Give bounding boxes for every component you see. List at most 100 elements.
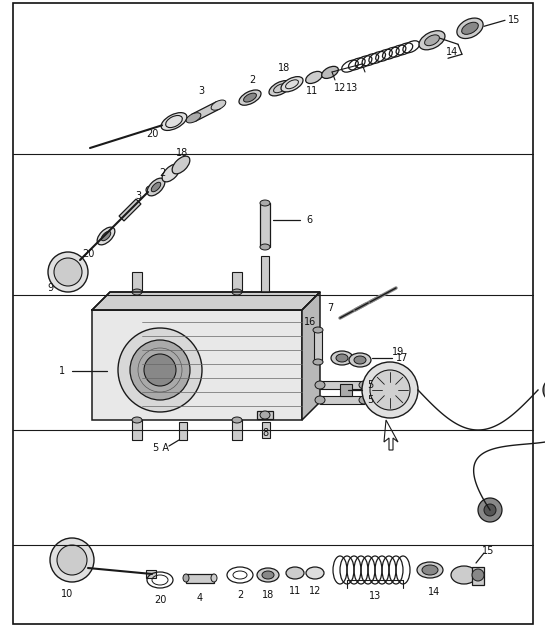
Ellipse shape bbox=[281, 77, 303, 92]
Bar bbox=[92, 310, 302, 420]
Ellipse shape bbox=[183, 574, 189, 582]
Circle shape bbox=[478, 498, 502, 522]
Circle shape bbox=[50, 538, 94, 582]
Bar bbox=[232, 272, 242, 292]
Text: 20: 20 bbox=[82, 249, 94, 259]
Bar bbox=[179, 422, 187, 440]
Text: 8: 8 bbox=[262, 428, 268, 438]
Circle shape bbox=[130, 340, 190, 400]
Text: 15: 15 bbox=[482, 546, 494, 556]
Text: 12: 12 bbox=[334, 84, 346, 94]
Bar bbox=[261, 256, 269, 292]
Circle shape bbox=[146, 186, 154, 194]
Ellipse shape bbox=[152, 182, 161, 192]
Bar bbox=[320, 396, 364, 404]
Ellipse shape bbox=[232, 417, 242, 423]
Text: 19: 19 bbox=[392, 347, 404, 357]
Circle shape bbox=[472, 569, 484, 581]
Ellipse shape bbox=[239, 90, 261, 106]
Text: 10: 10 bbox=[61, 589, 73, 599]
Ellipse shape bbox=[336, 354, 348, 362]
Text: 14: 14 bbox=[428, 587, 440, 597]
Ellipse shape bbox=[244, 93, 257, 102]
Text: 15: 15 bbox=[508, 15, 520, 25]
Ellipse shape bbox=[161, 112, 187, 131]
Ellipse shape bbox=[232, 289, 242, 295]
Ellipse shape bbox=[147, 178, 165, 196]
Bar bbox=[186, 574, 214, 583]
Circle shape bbox=[484, 504, 496, 516]
Polygon shape bbox=[119, 199, 141, 221]
Text: 2: 2 bbox=[237, 590, 243, 600]
Text: 5: 5 bbox=[367, 380, 373, 390]
Bar bbox=[472, 567, 484, 585]
Bar bbox=[232, 420, 242, 440]
Ellipse shape bbox=[132, 417, 142, 423]
Circle shape bbox=[144, 354, 176, 386]
Text: 3: 3 bbox=[198, 87, 204, 97]
Text: 7: 7 bbox=[327, 303, 333, 313]
Ellipse shape bbox=[313, 327, 323, 333]
Circle shape bbox=[118, 328, 202, 412]
Text: 3: 3 bbox=[135, 191, 141, 201]
Text: 4: 4 bbox=[197, 593, 203, 603]
Bar bbox=[132, 272, 142, 292]
Text: 18: 18 bbox=[278, 63, 290, 73]
Bar bbox=[262, 422, 270, 438]
Bar bbox=[146, 570, 156, 578]
Ellipse shape bbox=[186, 113, 201, 123]
Circle shape bbox=[362, 362, 418, 418]
Circle shape bbox=[54, 258, 82, 286]
Ellipse shape bbox=[349, 353, 371, 367]
Text: 18: 18 bbox=[262, 590, 274, 600]
Ellipse shape bbox=[132, 289, 142, 295]
Ellipse shape bbox=[419, 31, 445, 50]
Polygon shape bbox=[92, 292, 320, 310]
Ellipse shape bbox=[422, 565, 438, 575]
Ellipse shape bbox=[211, 100, 226, 110]
Polygon shape bbox=[384, 420, 398, 450]
Ellipse shape bbox=[269, 80, 291, 96]
Text: 5: 5 bbox=[367, 395, 373, 405]
Ellipse shape bbox=[313, 359, 323, 365]
Text: 6: 6 bbox=[306, 215, 312, 225]
Bar bbox=[340, 384, 352, 396]
Text: 12: 12 bbox=[309, 586, 321, 596]
Ellipse shape bbox=[101, 231, 111, 241]
Bar bbox=[260, 203, 270, 247]
Ellipse shape bbox=[331, 351, 353, 365]
Ellipse shape bbox=[97, 227, 115, 245]
Circle shape bbox=[48, 252, 88, 292]
Ellipse shape bbox=[315, 381, 325, 389]
Ellipse shape bbox=[211, 574, 217, 582]
Ellipse shape bbox=[417, 562, 443, 578]
Ellipse shape bbox=[260, 411, 270, 419]
Ellipse shape bbox=[257, 568, 279, 582]
Circle shape bbox=[543, 378, 545, 402]
Text: 16: 16 bbox=[304, 317, 316, 327]
Ellipse shape bbox=[172, 156, 190, 174]
Ellipse shape bbox=[262, 571, 274, 579]
Polygon shape bbox=[302, 292, 320, 420]
Text: 20: 20 bbox=[154, 595, 166, 605]
Circle shape bbox=[57, 545, 87, 575]
Text: 13: 13 bbox=[346, 83, 358, 93]
Ellipse shape bbox=[425, 35, 439, 46]
Text: 9: 9 bbox=[47, 283, 53, 293]
Text: 11: 11 bbox=[306, 87, 318, 97]
Ellipse shape bbox=[457, 18, 483, 38]
Ellipse shape bbox=[162, 164, 180, 182]
Bar bbox=[257, 411, 273, 419]
Text: 14: 14 bbox=[446, 47, 458, 57]
Text: 2: 2 bbox=[159, 168, 165, 178]
Ellipse shape bbox=[354, 356, 366, 364]
Text: 20: 20 bbox=[146, 129, 158, 139]
Ellipse shape bbox=[286, 567, 304, 579]
Ellipse shape bbox=[322, 67, 338, 78]
Bar bbox=[132, 420, 142, 440]
Ellipse shape bbox=[462, 22, 479, 35]
Ellipse shape bbox=[315, 396, 325, 404]
Text: 2: 2 bbox=[249, 75, 255, 85]
Circle shape bbox=[370, 370, 410, 410]
Text: 11: 11 bbox=[289, 586, 301, 596]
